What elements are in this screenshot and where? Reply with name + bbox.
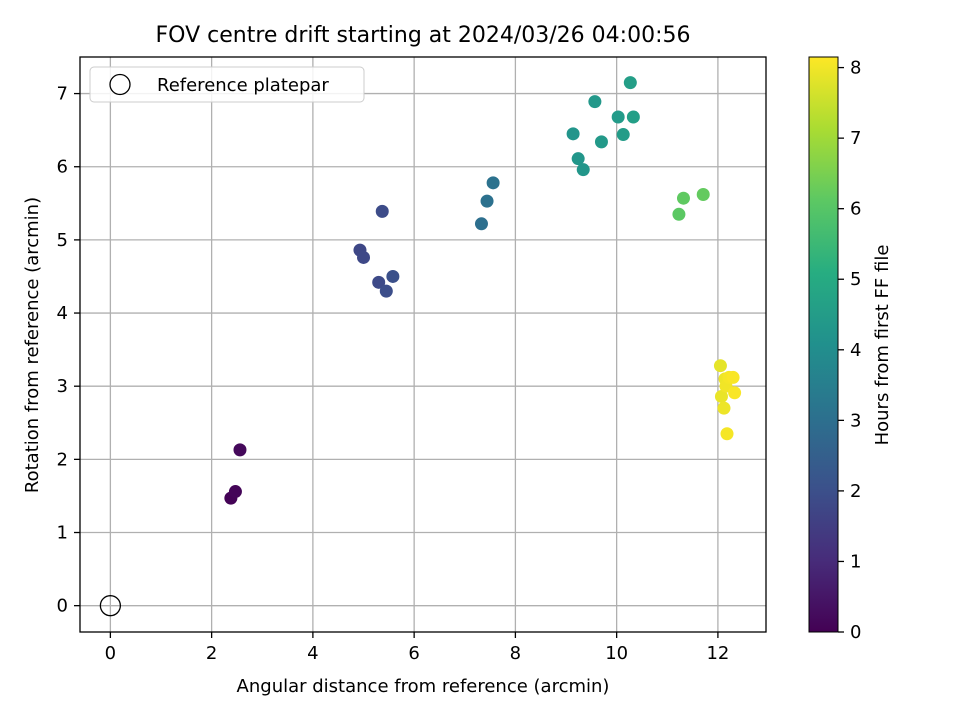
data-point	[676, 191, 690, 205]
data-point	[357, 250, 371, 264]
x-tick-label: 8	[510, 643, 521, 664]
data-point	[233, 443, 247, 457]
colorbar-tick-label: 0	[850, 622, 861, 643]
x-axis-label: Angular distance from reference (arcmin)	[237, 676, 610, 697]
reference-point-marker	[99, 595, 122, 617]
x-tick-label: 0	[105, 643, 116, 664]
data-point	[714, 389, 728, 403]
y-tick-label: 5	[57, 230, 68, 251]
y-tick-label: 2	[57, 449, 68, 470]
data-point	[672, 207, 686, 221]
colorbar-tick-label: 3	[850, 410, 861, 431]
y-tick-label: 7	[57, 84, 68, 105]
data-point	[720, 427, 734, 441]
data-point	[696, 188, 710, 202]
grid	[80, 57, 766, 632]
data-point	[726, 370, 740, 384]
data-point	[379, 284, 393, 298]
y-tick-label: 1	[57, 523, 68, 544]
chart-title: FOV centre drift starting at 2024/03/26 …	[156, 23, 691, 48]
data-point	[486, 176, 500, 190]
legend-marker-reference	[109, 73, 131, 96]
data-point	[611, 110, 625, 124]
y-axis-label: Rotation from reference (arcmin)	[22, 197, 43, 493]
x-tick-label: 12	[706, 643, 729, 664]
colorbar-tick-label: 4	[850, 340, 861, 361]
data-point	[375, 204, 389, 218]
x-tick-label: 6	[408, 643, 419, 664]
colorbar-label: Hours from first FF file	[872, 245, 893, 446]
y-tick-label: 6	[57, 157, 68, 178]
plot-area-frame	[79, 56, 767, 633]
legend-label-reference: Reference platepar	[157, 75, 329, 96]
data-point	[228, 485, 242, 499]
legend-box	[89, 66, 365, 103]
x-tick-label: 2	[206, 643, 217, 664]
data-point	[571, 152, 585, 166]
data-point	[717, 401, 731, 415]
data-point	[566, 127, 580, 141]
data-point	[594, 135, 608, 149]
colorbar-tick-label: 5	[850, 269, 861, 290]
data-point	[386, 269, 400, 283]
colorbar: 0 1 2 3 4 5 6 7 8 Hours from first FF file	[808, 56, 893, 643]
colorbar-ticks: 0 1 2 3 4 5 6 7 8	[838, 58, 861, 643]
colorbar-tick-label: 7	[850, 128, 861, 149]
data-point	[626, 110, 640, 124]
data-point	[588, 95, 602, 109]
data-points	[99, 76, 742, 617]
colorbar-tick-label: 2	[850, 481, 861, 502]
data-point	[728, 386, 742, 400]
y-tick-label: 3	[57, 376, 68, 397]
data-point	[623, 76, 637, 90]
data-point	[576, 163, 590, 177]
data-point	[372, 275, 386, 289]
y-tick-label: 0	[57, 596, 68, 617]
data-point	[616, 128, 630, 142]
data-point	[713, 359, 727, 373]
colorbar-tick-label: 8	[850, 58, 861, 79]
data-point	[474, 217, 488, 231]
colorbar-gradient	[808, 56, 839, 633]
x-tick-label: 4	[307, 643, 318, 664]
data-point	[480, 194, 494, 208]
colorbar-tick-label: 1	[850, 551, 861, 572]
y-tick-label: 4	[57, 303, 68, 324]
x-tick-label: 10	[605, 643, 628, 664]
legend: Reference platepar	[89, 66, 365, 103]
colorbar-tick-label: 6	[850, 199, 861, 220]
